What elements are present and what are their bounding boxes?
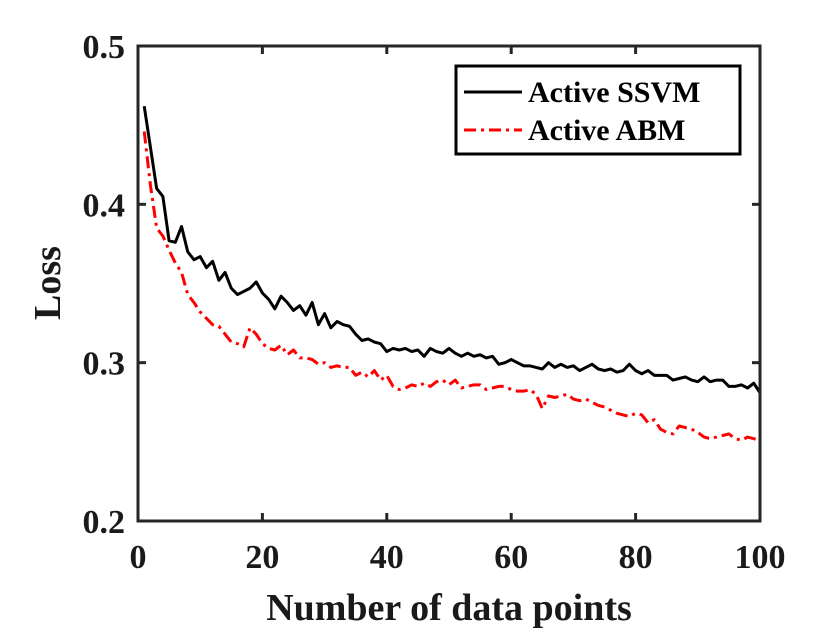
plot-frame [136, 44, 762, 523]
x-tick-label: 40 [370, 539, 404, 576]
y-axis-label: Loss [27, 246, 69, 320]
tick-labels: 0 20 40 60 80 100 0.2 0.3 0.4 0.5 [83, 29, 786, 576]
series-line-1 [142, 105, 762, 394]
x-tick-label: 100 [735, 539, 786, 576]
legend: Active SSVM Active ABM [454, 64, 742, 156]
y-tick-label: 0.4 [83, 187, 126, 224]
series-line-2 [142, 131, 761, 442]
y-tick-label: 0.2 [83, 504, 126, 541]
x-tick-label: 60 [494, 539, 528, 576]
x-axis-label: Number of data points [266, 587, 632, 629]
legend-box [454, 64, 742, 156]
x-tick-label: 80 [619, 539, 653, 576]
legend-label-2: Active ABM [528, 114, 685, 147]
y-tick-label: 0.5 [83, 29, 126, 66]
plot-lines [142, 105, 762, 442]
x-tick-label: 20 [245, 539, 279, 576]
x-tick-label: 0 [130, 539, 147, 576]
axes-frame [136, 44, 762, 523]
legend-label-1: Active SSVM [528, 76, 700, 109]
y-tick-label: 0.3 [83, 346, 126, 383]
ticks [136, 44, 762, 523]
